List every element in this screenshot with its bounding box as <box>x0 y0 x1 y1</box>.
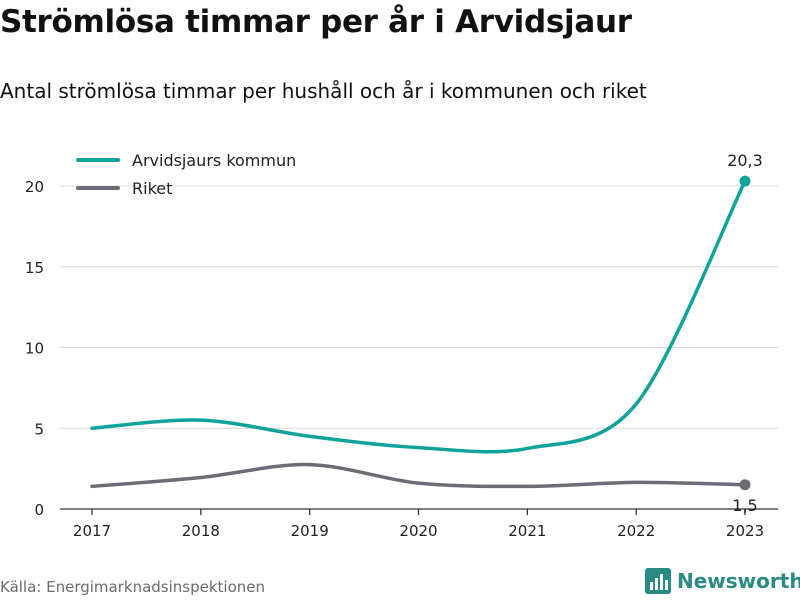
x-axis: 2017 2018 2019 2020 2021 2022 2023 <box>60 508 778 540</box>
x-tick-label: 2017 <box>73 522 111 540</box>
legend: Arvidsjaurs kommun Riket <box>76 151 296 198</box>
bar-chart-logo-icon <box>645 568 671 594</box>
y-tick-label: 20 <box>25 178 44 196</box>
brand-logo: Newsworthy <box>645 568 800 594</box>
chart-title: Strömlösa timmar per år i Arvidsjaur <box>0 4 632 40</box>
chart-subtitle: Antal strömlösa timmar per hushåll och å… <box>0 79 647 103</box>
x-tick-label: 2020 <box>399 522 437 540</box>
series-line <box>90 462 747 489</box>
legend-label: Arvidsjaurs kommun <box>132 151 296 170</box>
series-end-label: 20,3 <box>727 151 763 170</box>
y-tick-label: 15 <box>25 259 44 277</box>
source-note: Källa: Energimarknadsinspektionen <box>0 578 266 596</box>
series-end-point <box>739 479 751 491</box>
y-axis-tick-labels: 0 5 10 15 20 <box>25 178 44 519</box>
x-tick-label: 2018 <box>182 522 220 540</box>
x-tick-label: 2021 <box>508 522 546 540</box>
series-line <box>90 179 747 454</box>
y-tick-label: 5 <box>34 420 44 438</box>
brand-name: Newsworthy <box>677 569 800 593</box>
x-tick-label: 2022 <box>617 522 655 540</box>
grid-lines <box>60 185 778 429</box>
legend-label: Riket <box>132 179 172 198</box>
y-tick-label: 10 <box>25 340 44 358</box>
x-tick-label: 2019 <box>291 522 329 540</box>
series-end-label: 1,5 <box>732 496 757 515</box>
x-tick-label: 2023 <box>726 522 764 540</box>
series-lines: 20,3 1,5 <box>90 151 763 515</box>
series-end-point <box>739 175 751 187</box>
y-tick-label: 0 <box>34 501 44 519</box>
